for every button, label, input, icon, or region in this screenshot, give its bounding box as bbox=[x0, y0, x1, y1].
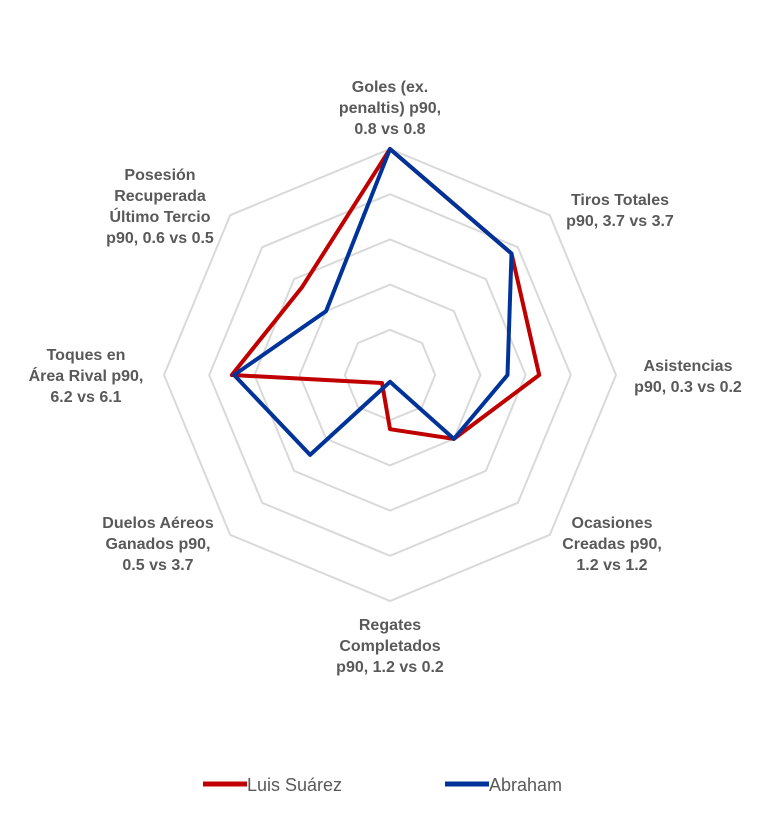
axis-label-8: Posesión Recuperada Último Tercio p90, 0.6 … bbox=[106, 167, 214, 247]
grid-ring-5 bbox=[162, 147, 618, 603]
axis-label-8-line-2: Recuperada bbox=[114, 188, 206, 205]
axis-label-3-line-2: p90, 0.3 vs 0.2 bbox=[634, 379, 742, 396]
axis-label-5-line-2: Completados bbox=[339, 638, 440, 655]
axis-label-6-line-2: Ganados p90, bbox=[106, 536, 211, 553]
axis-label-5-line-3: p90, 1.2 vs 0.2 bbox=[336, 659, 444, 676]
series-line-2 bbox=[232, 147, 514, 457]
axis-label-6: Duelos Aéreos Ganados p90, 0.5 vs 3.7 bbox=[102, 515, 214, 574]
axis-label-3-line-1: Asistencias bbox=[644, 358, 733, 375]
axis-label-4-line-1: Ocasiones bbox=[572, 515, 653, 532]
radar-grid bbox=[162, 147, 618, 603]
axis-label-1: Goles (ex. penaltis) p90, 0.8 vs 0.8 bbox=[339, 79, 441, 138]
legend-label-1: Luis Suárez bbox=[247, 775, 342, 795]
axis-label-1-line-1: Goles (ex. bbox=[352, 79, 428, 96]
axis-label-4-line-3: 1.2 vs 1.2 bbox=[576, 557, 647, 574]
axis-label-5: Regates Completados p90, 1.2 vs 0.2 bbox=[336, 617, 444, 676]
axis-labels: Goles (ex. penaltis) p90, 0.8 vs 0.8 Tiros … bbox=[29, 79, 742, 676]
axis-label-6-line-1: Duelos Aéreos bbox=[102, 515, 214, 532]
axis-label-2-line-1: Tiros Totales bbox=[571, 192, 669, 209]
axis-label-7-line-1: Toques en bbox=[47, 347, 126, 364]
grid-ring-4 bbox=[208, 193, 572, 557]
axis-label-2: Tiros Totales p90, 3.7 vs 3.7 bbox=[566, 192, 674, 230]
axis-label-7-line-3: 6.2 vs 6.1 bbox=[50, 389, 121, 406]
grid-ring-1 bbox=[343, 328, 437, 422]
legend-label-2: Abraham bbox=[489, 775, 562, 795]
grid-ring-3 bbox=[253, 238, 527, 512]
axis-label-4: Ocasiones Creadas p90, 1.2 vs 1.2 bbox=[562, 515, 662, 574]
radar-series bbox=[229, 147, 542, 457]
axis-label-8-line-3: Último Tercio bbox=[109, 207, 210, 226]
axis-label-2-line-2: p90, 3.7 vs 3.7 bbox=[566, 213, 674, 230]
axis-label-1-line-2: penaltis) p90, bbox=[339, 100, 441, 117]
axis-label-8-line-1: Posesión bbox=[124, 167, 195, 184]
legend: Luis Suárez Abraham bbox=[203, 775, 562, 795]
axis-label-7-line-2: Área Rival p90, bbox=[29, 366, 144, 385]
axis-label-3: Asistencias p90, 0.3 vs 0.2 bbox=[634, 358, 742, 396]
grid-ring-2 bbox=[298, 283, 482, 467]
axis-label-1-line-3: 0.8 vs 0.8 bbox=[354, 121, 425, 138]
axis-label-8-line-4: p90, 0.6 vs 0.5 bbox=[106, 230, 214, 247]
axis-label-6-line-3: 0.5 vs 3.7 bbox=[122, 557, 193, 574]
axis-label-5-line-1: Regates bbox=[359, 617, 421, 634]
axis-label-4-line-2: Creadas p90, bbox=[562, 536, 662, 553]
axis-label-7: Toques en Área Rival p90, 6.2 vs 6.1 bbox=[29, 347, 144, 406]
